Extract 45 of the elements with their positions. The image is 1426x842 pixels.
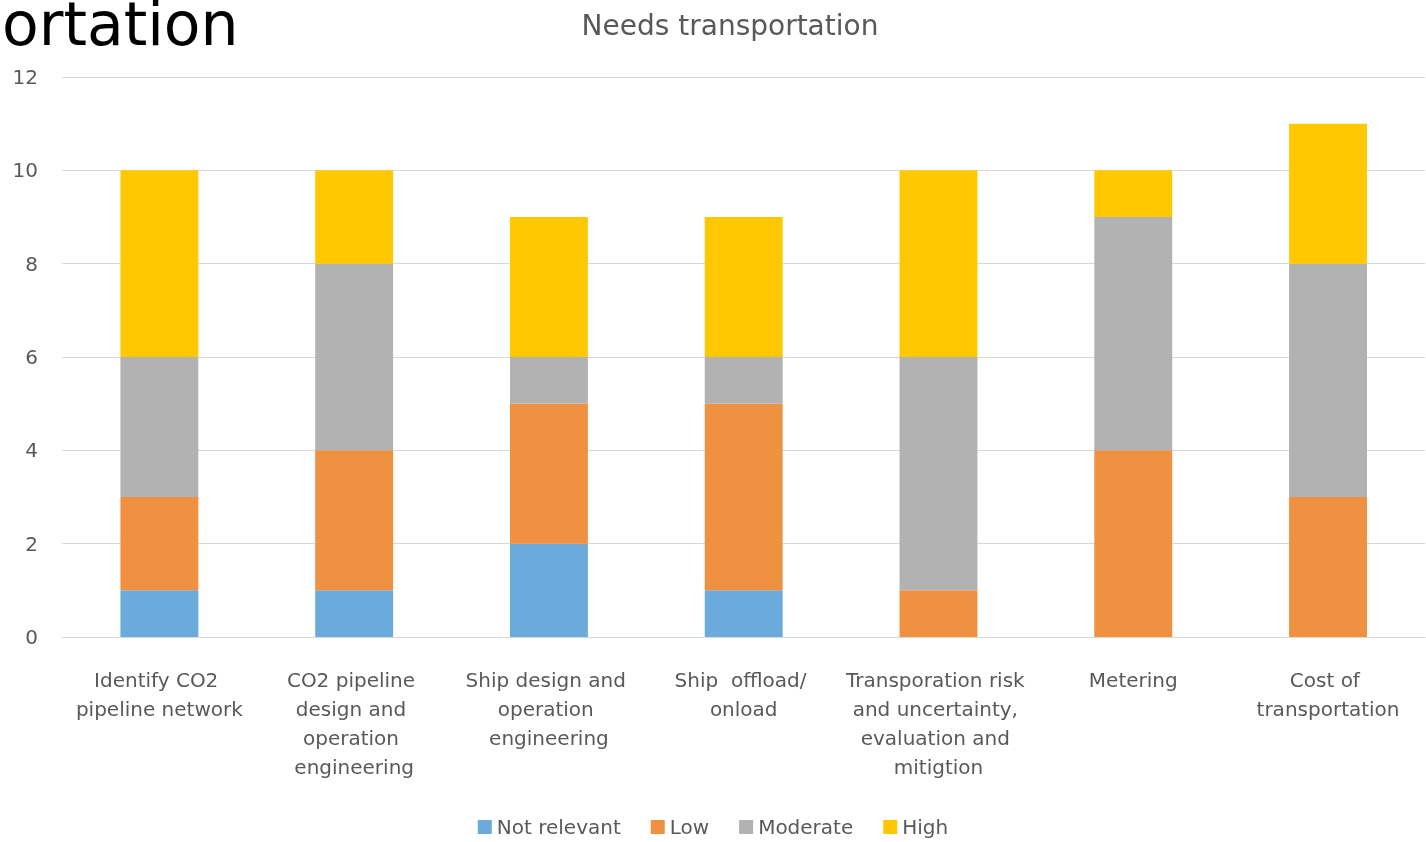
bar	[509, 357, 588, 404]
legend-label: High	[902, 815, 949, 839]
y-tick-label: 6	[25, 345, 38, 369]
bar	[509, 403, 588, 544]
bar	[1289, 123, 1367, 264]
y-tick-label: 4	[25, 438, 38, 463]
bar	[315, 263, 394, 451]
bar	[315, 450, 394, 591]
bar	[899, 357, 978, 591]
bar	[315, 170, 394, 264]
x-tick-label: Transporation risk and uncertainty, evaluation and mitigtion	[844, 667, 1032, 779]
bar	[899, 590, 978, 637]
bar	[120, 497, 199, 591]
legend-label: Not relevant	[496, 815, 621, 839]
y-tick-label: 0	[25, 625, 38, 649]
y-tick-label: 2	[25, 531, 38, 556]
x-tick-label: Cost of transportation	[1256, 667, 1400, 721]
y-tick-label: 12	[12, 65, 38, 89]
bar	[120, 357, 199, 497]
x-tick-label: Identify CO2 pipeline network	[75, 667, 244, 721]
bar	[315, 590, 394, 637]
legend-label: Low	[669, 815, 710, 839]
legend-label: Moderate	[758, 815, 854, 839]
bar	[704, 357, 783, 404]
bar	[704, 590, 783, 637]
x-tick-label: Ship design and operation engineering	[465, 667, 633, 750]
bar	[899, 170, 978, 357]
bar	[1289, 497, 1367, 637]
y-tick-label: 10	[12, 158, 38, 183]
bar	[509, 217, 588, 357]
bar	[509, 543, 588, 637]
text: ortation	[2, 0, 239, 59]
bar	[1289, 263, 1367, 497]
bar	[704, 403, 783, 591]
bar	[1094, 170, 1173, 217]
x-tick-label: Metering	[1088, 667, 1178, 692]
x-tick-label: CO2 pipeline design and operation engineering	[286, 667, 422, 779]
bar	[1094, 450, 1173, 637]
bar	[704, 217, 783, 357]
chart-title: Needs transportation	[581, 8, 879, 42]
bar	[120, 170, 199, 357]
y-tick-label: 8	[25, 251, 38, 276]
bar	[120, 590, 199, 637]
x-tick-label: Ship offload/ onload	[674, 667, 813, 721]
bar	[1094, 217, 1173, 451]
